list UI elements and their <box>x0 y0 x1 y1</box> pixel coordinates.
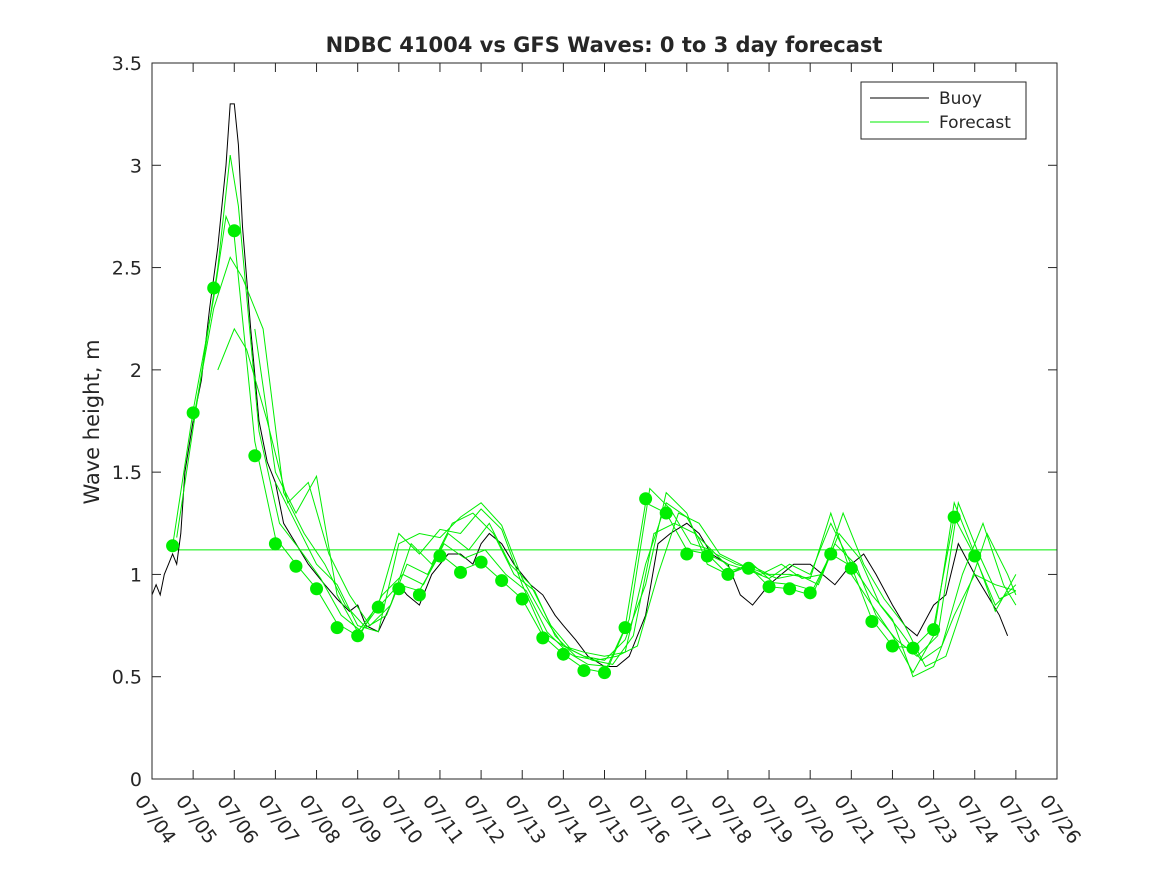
y-tick-label: 2.5 <box>112 258 142 280</box>
forecast-point-marker <box>803 586 817 600</box>
forecast-point-marker <box>556 647 570 661</box>
forecast-point-marker <box>906 641 920 655</box>
x-tick-label: 07/09 <box>336 791 386 848</box>
buoy-series-line <box>152 103 1009 667</box>
forecast-point-marker <box>515 592 529 606</box>
x-tick-label: 07/10 <box>377 791 427 848</box>
forecast-point-marker <box>762 580 776 594</box>
forecast-point-marker <box>639 492 653 506</box>
forecast-point-marker <box>659 506 673 520</box>
x-tick-label: 07/18 <box>706 791 756 848</box>
forecast-point-marker <box>618 621 632 635</box>
forecast-point-marker <box>207 281 221 295</box>
forecast-point-marker <box>680 547 694 561</box>
forecast-point-marker <box>927 623 941 637</box>
x-tick-label: 07/15 <box>582 791 632 848</box>
y-tick-label: 2 <box>130 360 142 382</box>
y-axis-label: Wave height, m <box>80 339 104 504</box>
x-tick-label: 07/12 <box>459 791 509 848</box>
forecast-point-marker <box>310 582 324 596</box>
forecast-point-marker <box>289 559 303 573</box>
y-tick-label: 0 <box>130 769 142 791</box>
x-tick-label: 07/23 <box>912 791 962 848</box>
x-tick-label: 07/05 <box>171 791 221 848</box>
forecast-point-marker <box>495 574 509 588</box>
legend-box <box>860 81 1027 140</box>
forecast-point-marker <box>577 664 591 678</box>
x-tick-label: 07/06 <box>212 791 262 848</box>
legend-label-forecast: Forecast <box>939 113 1011 133</box>
forecast-run-line-6 <box>274 482 1017 674</box>
forecast-point-marker <box>721 567 735 581</box>
forecast-point-marker <box>947 510 961 524</box>
forecast-point-marker <box>885 639 899 653</box>
forecast-point-marker <box>536 631 550 645</box>
x-tick-label: 07/13 <box>500 791 550 848</box>
forecast-point-marker <box>454 565 468 579</box>
forecast-point-marker <box>433 549 447 563</box>
y-tick-label: 3.5 <box>112 53 142 75</box>
plot-area <box>152 103 1057 680</box>
forecast-run-line-5 <box>254 328 1017 678</box>
y-tick-label: 3 <box>130 155 142 177</box>
forecast-point-marker <box>186 406 200 420</box>
forecast-point-marker <box>824 547 838 561</box>
forecast-point-marker <box>865 614 879 628</box>
forecast-point-marker <box>700 549 714 563</box>
forecast-point-marker <box>741 561 755 575</box>
forecast-point-marker <box>166 539 180 553</box>
forecast-point-marker <box>783 582 797 596</box>
forecast-run-line-4 <box>217 327 1017 668</box>
x-tick-label: 07/21 <box>829 791 879 848</box>
y-tick-label: 0.5 <box>112 667 142 689</box>
x-tick-label: 07/08 <box>295 791 345 848</box>
forecast-point-marker <box>392 582 406 596</box>
forecast-point-marker <box>598 666 611 680</box>
forecast-point-marker <box>474 555 488 569</box>
legend-label-buoy: Buoy <box>939 89 982 109</box>
forecast-point-marker <box>227 224 241 238</box>
forecast-run-line-2 <box>176 155 1017 668</box>
x-tick-label: 07/25 <box>994 791 1044 848</box>
x-tick-label: 07/17 <box>665 791 715 848</box>
forecast-run-line-1 <box>172 214 1017 674</box>
forecast-point-marker <box>968 549 982 563</box>
x-tick-label: 07/26 <box>1035 791 1085 848</box>
x-tick-label: 07/04 <box>130 791 180 848</box>
chart-title: NDBC 41004 vs GFS Waves: 0 to 3 day fore… <box>326 33 883 57</box>
x-tick-label: 07/22 <box>870 791 920 848</box>
forecast-point-marker <box>268 537 282 551</box>
series-group <box>152 103 1057 680</box>
forecast-point-marker <box>248 449 262 463</box>
x-tick-label: 07/07 <box>253 791 303 848</box>
x-tick-label: 07/16 <box>624 791 674 848</box>
x-tick-label: 07/19 <box>747 791 797 848</box>
forecast-run-line-3 <box>192 256 1017 665</box>
y-tick-label: 1 <box>130 564 142 586</box>
legend: Buoy Forecast <box>860 81 1027 140</box>
x-tick-label: 07/14 <box>541 791 591 848</box>
forecast-point-marker <box>371 600 385 614</box>
forecast-point-marker <box>412 588 426 602</box>
x-tick-label: 07/20 <box>788 791 838 848</box>
x-tick-label: 07/11 <box>418 791 468 848</box>
forecast-point-marker <box>351 629 365 643</box>
x-tick-label: 07/24 <box>953 791 1003 848</box>
forecast-point-marker <box>330 621 344 635</box>
forecast-point-marker <box>844 561 858 575</box>
y-tick-label: 1.5 <box>112 462 142 484</box>
